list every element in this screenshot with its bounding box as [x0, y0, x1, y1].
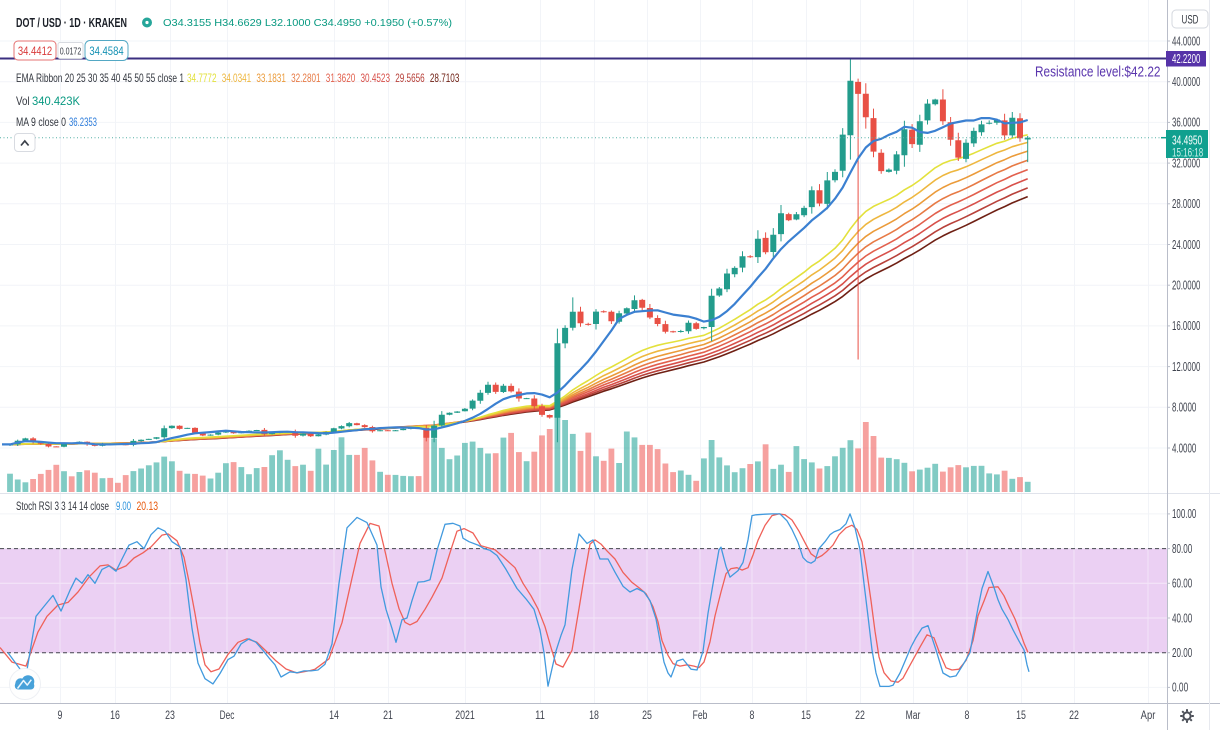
svg-text:9: 9 [58, 710, 63, 722]
svg-text:15:16:18: 15:16:18 [1172, 148, 1203, 160]
svg-text:Resistance level:$42.22: Resistance level:$42.22 [1035, 64, 1161, 81]
svg-text:8: 8 [965, 710, 970, 722]
svg-text:340.423K: 340.423K [32, 94, 80, 108]
svg-text:42.2200: 42.2200 [1172, 52, 1200, 66]
svg-text:20.00: 20.00 [1172, 646, 1192, 660]
svg-text:EMA Ribbon 20 25 30 35 40 45 5: EMA Ribbon 20 25 30 35 40 45 50 55 close… [16, 71, 184, 85]
svg-text:22: 22 [1069, 710, 1079, 722]
svg-text:40.00: 40.00 [1172, 611, 1192, 625]
svg-text:16: 16 [110, 710, 120, 722]
svg-text:Mar: Mar [906, 710, 921, 722]
svg-text:Apr: Apr [1141, 710, 1156, 722]
svg-text:Feb: Feb [693, 710, 708, 722]
svg-text:18: 18 [589, 710, 599, 722]
svg-text:20.0000: 20.0000 [1172, 279, 1200, 293]
svg-text:Stoch RSI 3 3 14 14 close: Stoch RSI 3 3 14 14 close [16, 499, 109, 513]
svg-text:4.0000: 4.0000 [1172, 441, 1196, 455]
svg-text:DOT / USD · 1D · KRAKEN: DOT / USD · 1D · KRAKEN [16, 15, 127, 30]
svg-text:34.4412: 34.4412 [18, 44, 53, 58]
svg-text:9.00: 9.00 [116, 499, 131, 513]
svg-text:24.0000: 24.0000 [1172, 238, 1200, 252]
svg-text:2021: 2021 [455, 710, 475, 722]
svg-text:USD: USD [1182, 13, 1199, 27]
svg-text:34.4584: 34.4584 [89, 44, 124, 58]
svg-text:80.00: 80.00 [1172, 542, 1192, 556]
svg-text:21: 21 [383, 710, 393, 722]
svg-text:28.0000: 28.0000 [1172, 197, 1200, 211]
svg-text:34.4950: 34.4950 [1172, 134, 1202, 148]
svg-text:23: 23 [165, 710, 175, 722]
svg-text:8: 8 [750, 710, 755, 722]
svg-text:Dec: Dec [220, 710, 235, 722]
svg-text:0.0172: 0.0172 [60, 46, 82, 58]
svg-text:36.2353: 36.2353 [69, 115, 97, 129]
svg-text:O34.3155 H34.6629 L32.1000 C34: O34.3155 H34.6629 L32.1000 C34.4950 +0.1… [163, 17, 452, 29]
svg-text:100.00: 100.00 [1172, 507, 1196, 521]
svg-text:15: 15 [1016, 710, 1026, 722]
svg-text:14: 14 [329, 710, 339, 722]
svg-text:32.0000: 32.0000 [1172, 156, 1200, 170]
svg-text:Vol: Vol [16, 94, 30, 108]
svg-text:60.00: 60.00 [1172, 577, 1192, 591]
svg-text:12.0000: 12.0000 [1172, 360, 1200, 374]
svg-text:44.0000: 44.0000 [1172, 34, 1200, 48]
svg-text:15: 15 [801, 710, 811, 722]
svg-text:11: 11 [535, 710, 545, 722]
svg-text:MA 9 close 0: MA 9 close 0 [16, 115, 66, 129]
svg-text:25: 25 [642, 710, 652, 722]
svg-text:0.00: 0.00 [1172, 681, 1188, 695]
svg-text:16.0000: 16.0000 [1172, 319, 1200, 333]
svg-text:36.0000: 36.0000 [1172, 116, 1200, 130]
svg-text:20.13: 20.13 [137, 499, 159, 513]
svg-text:22: 22 [855, 710, 865, 722]
svg-text:40.0000: 40.0000 [1172, 75, 1200, 89]
svg-text:8.0000: 8.0000 [1172, 401, 1196, 415]
